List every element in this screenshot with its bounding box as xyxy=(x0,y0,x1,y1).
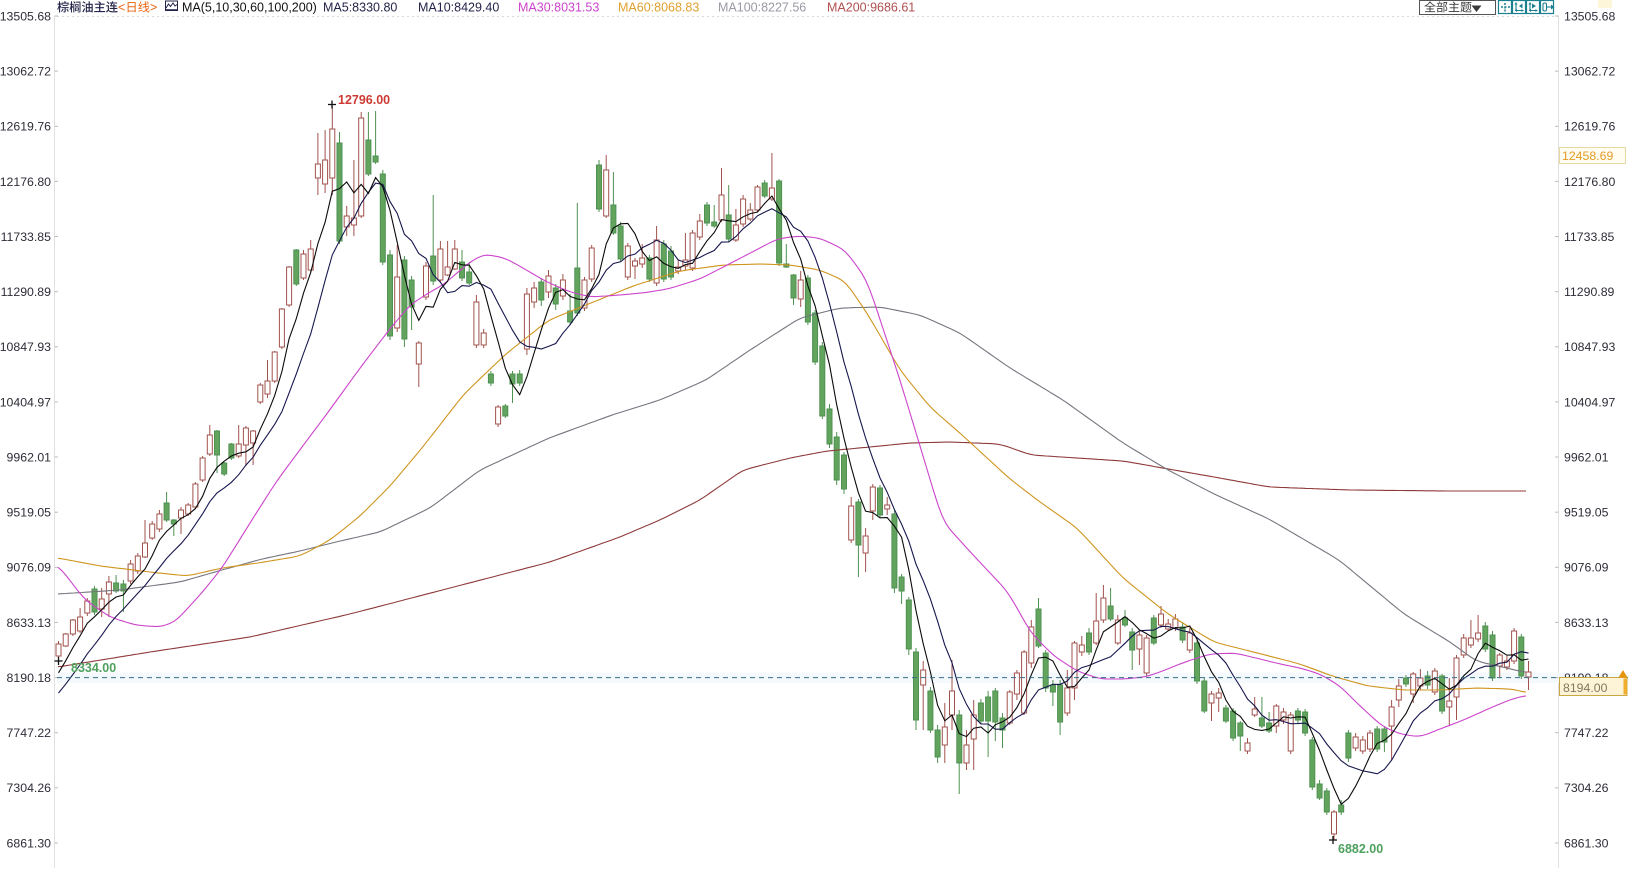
svg-text:11290.89: 11290.89 xyxy=(1,285,52,299)
svg-text:10404.97: 10404.97 xyxy=(1564,395,1615,409)
svg-text:MA30:8031.53: MA30:8031.53 xyxy=(518,1,599,15)
svg-text:MA10:8429.40: MA10:8429.40 xyxy=(418,1,499,15)
svg-text:9519.05: 9519.05 xyxy=(7,506,52,520)
svg-text:8633.13: 8633.13 xyxy=(1564,616,1609,630)
svg-text:12796.00: 12796.00 xyxy=(338,93,390,107)
svg-text:MA5:8330.80: MA5:8330.80 xyxy=(323,1,397,15)
svg-text:13505.68: 13505.68 xyxy=(0,9,51,23)
svg-text:10404.97: 10404.97 xyxy=(0,395,51,409)
svg-text:7304.26: 7304.26 xyxy=(1564,781,1609,795)
svg-text:9519.05: 9519.05 xyxy=(1564,506,1609,520)
svg-text:8194.00: 8194.00 xyxy=(1563,681,1608,695)
svg-text:7747.22: 7747.22 xyxy=(1564,726,1609,740)
svg-text:MA60:8068.83: MA60:8068.83 xyxy=(618,1,699,15)
svg-text:11290.89: 11290.89 xyxy=(1564,285,1615,299)
svg-text:10847.93: 10847.93 xyxy=(0,340,51,354)
svg-text:<: < xyxy=(118,1,125,15)
svg-text:MA200:9686.61: MA200:9686.61 xyxy=(827,1,915,15)
svg-text:11733.85: 11733.85 xyxy=(1,230,52,244)
svg-text:9076.09: 9076.09 xyxy=(1564,561,1609,575)
svg-text:7747.22: 7747.22 xyxy=(7,726,52,740)
svg-text:13062.72: 13062.72 xyxy=(0,65,51,79)
svg-text:12176.80: 12176.80 xyxy=(0,175,51,189)
svg-text:9962.01: 9962.01 xyxy=(1564,450,1609,464)
svg-text:6861.30: 6861.30 xyxy=(1564,836,1609,850)
svg-text:MA100:8227.56: MA100:8227.56 xyxy=(718,1,806,15)
svg-text:12619.76: 12619.76 xyxy=(0,120,51,134)
svg-text:6882.00: 6882.00 xyxy=(1338,842,1383,856)
svg-text:9076.09: 9076.09 xyxy=(7,561,52,575)
svg-text:11733.85: 11733.85 xyxy=(1564,230,1615,244)
svg-text:13062.72: 13062.72 xyxy=(1564,65,1615,79)
svg-text:12176.80: 12176.80 xyxy=(1564,175,1615,189)
svg-text:8633.13: 8633.13 xyxy=(7,616,52,630)
svg-text:MA(5,10,30,60,100,200): MA(5,10,30,60,100,200) xyxy=(182,1,317,15)
svg-text:13505.68: 13505.68 xyxy=(1564,9,1615,23)
svg-text:6861.30: 6861.30 xyxy=(7,836,52,850)
svg-text:12458.69: 12458.69 xyxy=(1562,149,1613,163)
svg-text:10847.93: 10847.93 xyxy=(1564,340,1615,354)
svg-text:8334.00: 8334.00 xyxy=(71,661,116,675)
svg-text:7304.26: 7304.26 xyxy=(7,781,52,795)
svg-text:>: > xyxy=(150,1,157,15)
svg-text:8190.18: 8190.18 xyxy=(7,671,52,685)
svg-text:9962.01: 9962.01 xyxy=(7,450,52,464)
svg-text:12619.76: 12619.76 xyxy=(1564,120,1615,134)
